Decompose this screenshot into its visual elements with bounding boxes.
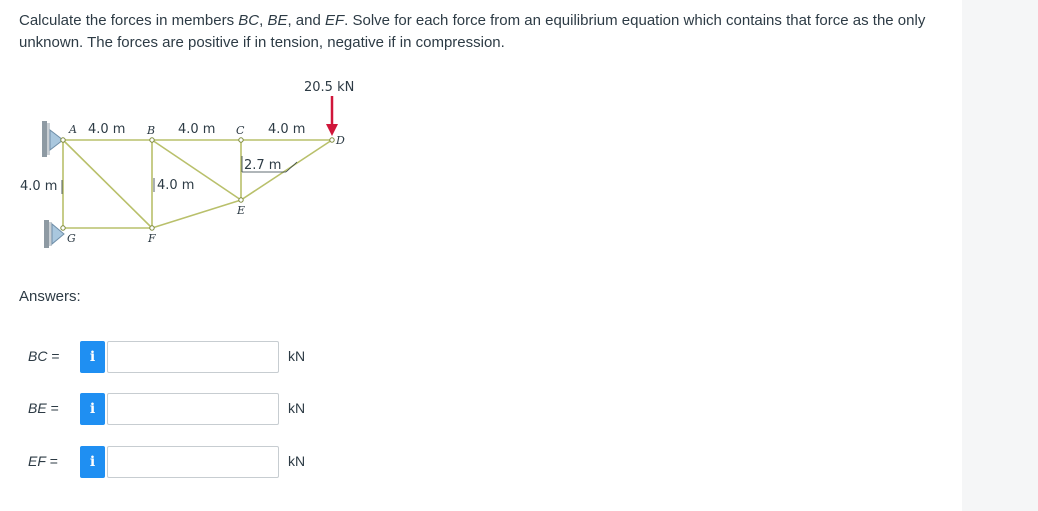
answer-input-ef[interactable] [107,446,279,478]
answer-row-ef: EF = i kN [0,446,400,478]
answer-variable: BC = [28,348,60,364]
load-arrow-head [326,124,338,136]
question-text-part: , [259,12,268,29]
answer-variable-name: BC [28,348,48,364]
dimension-height: 4.0 m [20,179,57,194]
joint-c [238,137,244,143]
question-text-part: . Solve for each force from an equilibri… [19,12,926,51]
answer-variable: EF = [28,453,58,469]
info-icon[interactable]: i [80,446,105,478]
node-label-f: F [147,232,156,245]
wall-support-a-face [47,123,50,155]
joint-e [238,197,244,203]
dimension-bc: 4.0 m [178,122,215,137]
dimension-cd: 4.0 m [268,122,305,137]
node-label-b: B [146,124,155,137]
answer-variable-name: BE [28,400,47,416]
info-icon[interactable]: i [80,341,105,373]
unit-label: kN [288,400,306,416]
node-label-e: E [236,204,245,217]
answer-variable: BE = [28,400,59,416]
unit-label: kN [288,348,306,364]
member-ef-ref: EF [325,12,345,29]
node-label-g: G [67,232,76,245]
question-panel: Calculate the forces in members BC, BE, … [0,10,954,478]
node-label-a: A [68,123,77,136]
load-label: 20.5 kN [304,80,354,95]
dimension-ce-leader-end [285,161,298,173]
answer-row-bc: BC = i kN [0,341,400,373]
answer-equals: = [47,348,60,364]
pin-support-a [49,128,64,152]
answer-equals: = [45,453,58,469]
member-af [62,139,153,229]
answer-row-be: BE = i kN [0,393,400,425]
joint-b [149,137,155,143]
question-text-part: , and [287,12,325,29]
member-bc-ref: BC [238,12,260,29]
answer-input-be[interactable] [107,393,279,425]
joint-d [329,137,335,143]
member-be [151,139,242,201]
truss-figure: 20.5 kN 4.0 m 4.0 m 4.0 m 4.0 m 2.7 m 4.… [14,74,360,256]
joint-f [149,225,155,231]
pin-support-g [51,222,65,246]
info-icon[interactable]: i [80,393,105,425]
joint-a [60,137,66,143]
member-ef [151,199,242,229]
node-label-d: D [335,134,345,147]
node-label-c: C [236,124,245,137]
wall-support-a [42,121,47,157]
answers-heading: Answers: [19,288,81,305]
truss-diagram: 20.5 kN 4.0 m 4.0 m 4.0 m 4.0 m 2.7 m 4.… [20,80,354,248]
answer-equals: = [46,400,59,416]
joint-g [60,225,66,231]
answer-input-bc[interactable] [107,341,279,373]
question-text-part: Calculate the forces in members [19,12,239,29]
dimension-ce: 2.7 m [244,158,281,173]
member-be-ref: BE [267,12,288,29]
question-text: Calculate the forces in members BC, BE, … [19,10,954,54]
dimension-bf: 4.0 m [157,178,194,193]
dimension-ab: 4.0 m [88,122,125,137]
unit-label: kN [288,453,306,469]
wall-support-g-face [49,222,52,246]
wall-support-g [44,220,49,248]
answer-variable-name: EF [28,453,46,469]
member-ed [240,139,333,201]
